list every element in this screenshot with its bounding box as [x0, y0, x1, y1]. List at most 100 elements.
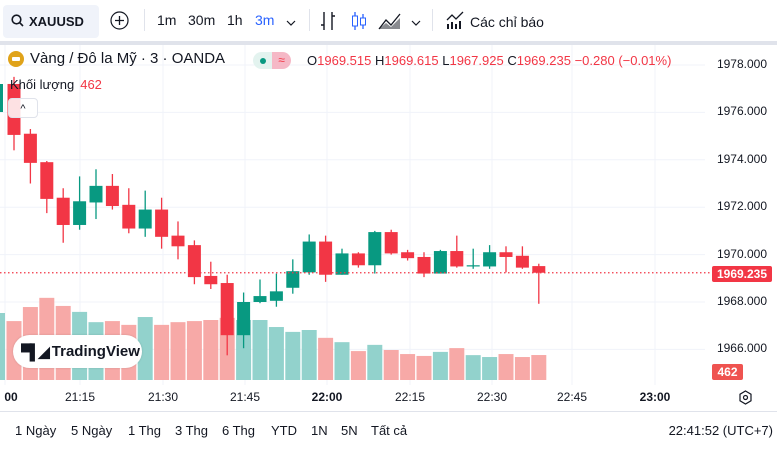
high-value: 1969.615: [384, 53, 439, 68]
settings-gear-icon[interactable]: [738, 390, 753, 410]
price-tick-label: 1974.000: [716, 151, 767, 166]
chevron-down-icon[interactable]: [411, 14, 421, 30]
volume-bar: [318, 337, 334, 380]
price-tick-label: 1972.000: [716, 199, 767, 214]
candle-body: [0, 84, 3, 112]
volume-bar: [203, 320, 219, 380]
price-tick-label: 1976.000: [716, 104, 767, 119]
symbol-title: Vàng / Đô la Mỹ · 3 · OANDA: [30, 50, 226, 67]
candle-body: [417, 256, 431, 274]
candle-body: [171, 235, 185, 247]
time-tick-label: 00: [4, 390, 18, 404]
date-range-bar: 22:41:52 (UTC+7) 1 Ngày 5 Ngày 1 Thg 3 Thg 6…: [0, 423, 777, 443]
symbol-legend[interactable]: Vàng / Đô la Mỹ · 3 · OANDA: [8, 50, 225, 67]
candle-body: [466, 265, 480, 267]
volume-bar: [416, 355, 432, 380]
chevron-down-icon[interactable]: [286, 14, 296, 30]
range-button[interactable]: 6 Thg: [222, 423, 256, 438]
volume-bar: [285, 331, 301, 380]
volume-value: 462: [80, 77, 102, 92]
interval-1m[interactable]: 1m: [157, 12, 177, 28]
volume-bar: [498, 354, 514, 380]
change-value: −0.280 (−0.01%): [574, 53, 672, 68]
volume-legend[interactable]: Khối lượng 462: [10, 77, 102, 92]
price-tick-label: 1966.000: [716, 341, 767, 356]
tradingview-logo[interactable]: ▀▌◢ TradingView: [13, 335, 142, 368]
price-tick-label: 1978.000: [716, 57, 767, 71]
price-chart[interactable]: [0, 45, 777, 385]
clock-timezone[interactable]: 22:41:52 (UTC+7): [668, 423, 773, 438]
price-tick-label: 1968.000: [716, 294, 767, 308]
candle-body: [40, 162, 54, 199]
volume-bar: [137, 317, 153, 380]
volume-bar: [301, 330, 317, 380]
candle-body: [384, 232, 398, 254]
candle-body: [122, 204, 136, 229]
volume-bar: [367, 344, 383, 380]
volume-bar: [514, 357, 530, 380]
volume-bar: [252, 320, 268, 380]
range-button[interactable]: 1 Thg: [128, 423, 162, 438]
indicators-button[interactable]: Các chỉ báo: [446, 11, 544, 33]
area-chart-icon[interactable]: [378, 12, 402, 33]
candle-body: [138, 209, 152, 229]
volume-bar: [170, 322, 186, 380]
interval-1h[interactable]: 1h: [227, 12, 243, 28]
symbol-search-button[interactable]: XAUUSD: [3, 5, 99, 38]
plus-circle-icon[interactable]: [110, 11, 129, 33]
close-value: 1969.235: [516, 53, 571, 68]
candle-body: [335, 253, 349, 275]
candle-body: [155, 209, 169, 237]
interval-30m[interactable]: 30m: [188, 12, 216, 28]
volume-bar: [531, 355, 547, 380]
indicators-icon: [446, 11, 465, 33]
low-value: 1967.925: [449, 53, 504, 68]
range-button[interactable]: 3 Thg: [175, 423, 209, 438]
last-volume-label: 462: [712, 364, 743, 380]
time-tick-label: 21:30: [147, 390, 179, 404]
candle-body: [89, 185, 103, 203]
bar-chart-icon[interactable]: [320, 11, 336, 34]
volume-label: Khối lượng: [10, 77, 75, 92]
symbol-label: XAUUSD: [29, 14, 84, 29]
candle-body: [483, 252, 497, 267]
volume-bar: [0, 313, 5, 380]
last-price-label: 1969.235: [712, 266, 772, 282]
candle-chart-icon[interactable]: [351, 11, 367, 34]
time-tick-label: 22:15: [394, 390, 426, 404]
candle-body: [319, 241, 333, 275]
interval-3m-active[interactable]: 3m: [255, 12, 275, 28]
candle-body: [286, 271, 300, 288]
range-button[interactable]: Tất cả: [371, 423, 408, 438]
time-tick-label: 22:00: [311, 390, 343, 404]
range-button[interactable]: 1N: [311, 423, 328, 438]
collapse-legend-button[interactable]: ^: [8, 98, 38, 118]
range-button[interactable]: YTD: [271, 423, 297, 438]
time-tick-label: 22:30: [476, 390, 508, 404]
volume-bar: [334, 342, 350, 380]
range-button[interactable]: 1 Ngày: [15, 423, 57, 438]
volume-bar: [400, 354, 416, 380]
volume-bar: [154, 324, 170, 380]
candle-body: [433, 251, 447, 274]
candle-body: [73, 201, 87, 225]
close-label: C: [507, 53, 517, 68]
market-status-pill[interactable]: ≈: [253, 52, 291, 69]
candle-body: [187, 245, 201, 278]
divider: [309, 9, 310, 31]
search-icon: [11, 13, 24, 30]
candle-body: [204, 275, 218, 285]
toolbar-divider: [0, 41, 777, 45]
gold-icon: [8, 50, 24, 67]
chevron-up-icon: ^: [20, 103, 26, 115]
range-button[interactable]: 5 Ngày: [71, 423, 113, 438]
delayed-data-icon: ≈: [272, 52, 291, 69]
volume-bar: [465, 355, 481, 380]
range-button[interactable]: 5N: [341, 423, 358, 438]
time-tick-label: 21:45: [229, 390, 261, 404]
divider: [144, 9, 145, 31]
candle-body: [269, 291, 283, 301]
price-tick-label: 1970.000: [716, 246, 767, 261]
candle-body: [302, 241, 316, 273]
volume-bar: [350, 351, 366, 380]
